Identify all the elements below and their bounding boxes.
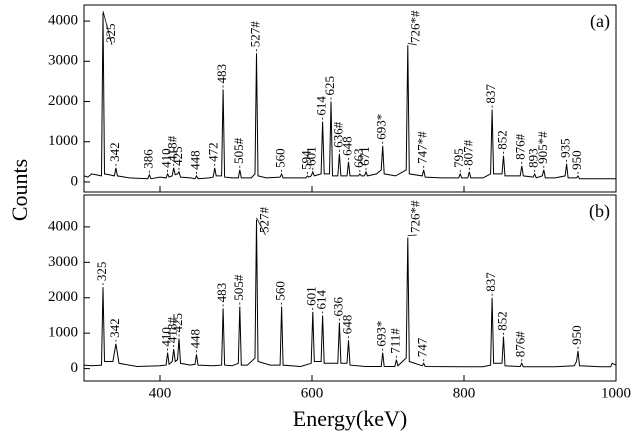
plot-frame: [83, 4, 617, 193]
peak-label: 601: [304, 286, 319, 306]
peak-label: 560: [273, 148, 288, 168]
peak-label: 837: [483, 272, 498, 292]
peak-label: 693*: [374, 321, 389, 347]
peak-label: 594: [298, 150, 313, 170]
peak-label: 614: [314, 96, 329, 116]
y-tick-label: 1000: [48, 133, 78, 149]
y-tick-label: 0: [71, 173, 79, 189]
peak-label: 663: [351, 148, 366, 168]
peak-label: 527#: [248, 21, 263, 48]
peak-label: 747: [415, 337, 430, 357]
y-tick-label: 4000: [48, 13, 78, 29]
peak-label: 505#: [231, 274, 246, 300]
peak-label: 807#: [460, 139, 475, 166]
peak-label: 625: [322, 76, 337, 96]
peak-label: 448: [187, 150, 202, 170]
peak-label: 795: [451, 148, 466, 168]
peak-label: 648: [339, 315, 354, 335]
panel-label: (b): [589, 201, 610, 222]
peak-label: 905*#: [535, 131, 550, 164]
peak-label: 527#: [257, 207, 272, 234]
spectrum-line: [83, 219, 617, 368]
peak-label: 636#: [330, 121, 345, 148]
peak-label: 425: [170, 313, 185, 333]
peak-label: 876#: [513, 133, 528, 160]
y-tick-label: 4000: [48, 218, 78, 234]
x-tick-label: 1000: [601, 385, 631, 401]
peak-label: 448: [187, 329, 202, 349]
peak-label: 418#: [165, 135, 180, 162]
y-tick-label: 2000: [48, 289, 78, 305]
annotation-leader: [256, 217, 266, 236]
peak-label: 505#: [231, 137, 246, 163]
peak-label: 601: [304, 146, 319, 166]
peak-label: 418#: [165, 317, 180, 344]
panel-label: (a): [590, 11, 610, 32]
peak-label: 852: [495, 130, 510, 150]
peak-label: 852: [495, 311, 510, 331]
peak-label: 747*#: [415, 131, 430, 164]
plot-frame: [83, 194, 617, 382]
spectrum-line: [83, 12, 616, 180]
y-tick-label: 0: [71, 360, 79, 376]
peak-label: 726*#: [408, 200, 423, 233]
peak-label: 472: [206, 142, 221, 162]
peak-label: 950: [569, 150, 584, 170]
peak-label: 386: [140, 149, 155, 169]
peak-label: 560: [273, 281, 288, 301]
peak-label: 935: [558, 138, 573, 158]
peak-label: 726*#: [408, 10, 423, 43]
x-tick-label: 800: [453, 385, 476, 401]
peak-label: 425: [170, 146, 185, 166]
annotation-leader: [407, 234, 417, 236]
peak-label: 325: [94, 262, 109, 282]
annotation-leader: [407, 42, 417, 46]
peak-label: 636: [330, 297, 345, 317]
peak-label: 893: [526, 148, 541, 168]
peak-label: 614: [314, 289, 329, 309]
x-tick-label: 400: [149, 385, 172, 401]
annotation-leader: [102, 10, 113, 46]
peak-label: 325: [103, 24, 118, 44]
y-tick-label: 2000: [48, 93, 78, 109]
peak-label: 483: [214, 283, 229, 303]
peak-label: 711#: [387, 328, 402, 354]
peak-label: 342: [107, 142, 122, 162]
peak-label: 671: [357, 146, 372, 166]
peak-label: 648: [339, 136, 354, 156]
peak-label: 693*: [374, 114, 389, 140]
peak-label: 950: [569, 325, 584, 345]
y-axis-label: Counts: [7, 159, 32, 221]
peak-label: 876#: [513, 331, 528, 358]
x-axis-label: Energy(keV): [293, 406, 407, 431]
peak-label: 410: [159, 148, 174, 168]
y-tick-label: 1000: [48, 325, 78, 341]
peak-label: 483: [214, 64, 229, 84]
x-tick-label: 600: [301, 385, 324, 401]
y-tick-label: 3000: [48, 254, 78, 270]
peak-label: 837: [483, 84, 498, 104]
y-tick-label: 3000: [48, 53, 78, 69]
peak-label: 342: [107, 318, 122, 338]
peak-label: 410: [159, 327, 174, 347]
